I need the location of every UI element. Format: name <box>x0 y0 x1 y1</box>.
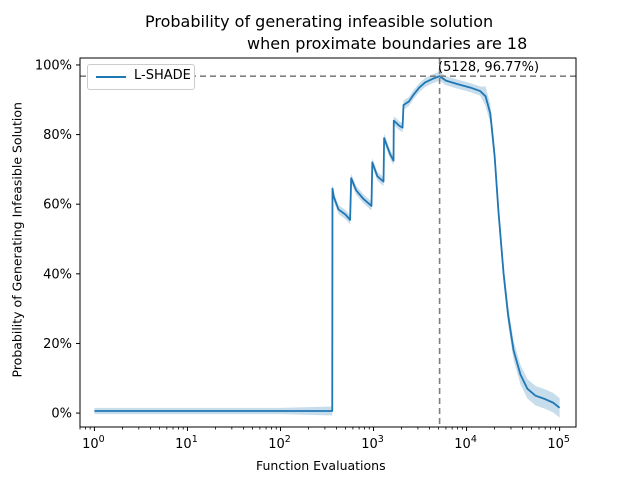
series-band-0 <box>94 71 560 418</box>
y-axis-label: Probability of Generating Infeasible Sol… <box>9 102 25 378</box>
plot-area <box>80 58 576 427</box>
x-tick-label-2: 102 <box>268 434 291 452</box>
y-tick-label-2: 40% <box>43 267 72 282</box>
plot-frame <box>79 57 577 428</box>
series-line-0 <box>94 75 561 412</box>
y-tick-label-5: 100% <box>35 58 72 73</box>
y-tick-label-1: 20% <box>43 337 72 352</box>
legend-swatch-l-shade <box>96 76 126 78</box>
x-axis-label: Function Evaluations <box>256 458 386 473</box>
x-tick-label-4: 104 <box>454 434 477 452</box>
x-tick-label-3: 103 <box>361 434 384 452</box>
x-tick-label-1: 101 <box>175 434 198 452</box>
axes: 0% 20% 40% 60% 80% 100% 100 101 102 103 104 105 <box>35 57 577 452</box>
y-tick-label-3: 60% <box>43 198 72 213</box>
y-tick-label-4: 80% <box>43 128 72 143</box>
y-tick-label-0: 0% <box>51 407 72 422</box>
peak-annotation: (5128, 96.77%) <box>438 60 540 75</box>
legend-label-l-shade: L-SHADE <box>134 68 191 83</box>
x-tick-label-5: 105 <box>547 434 570 452</box>
chart-title-line2: when proximate boundaries are 18 <box>247 34 528 53</box>
x-tick-label-0: 100 <box>82 434 105 452</box>
legend: L-SHADE <box>87 64 195 90</box>
chart-title-line1: Probability of generating infeasible sol… <box>145 12 494 31</box>
